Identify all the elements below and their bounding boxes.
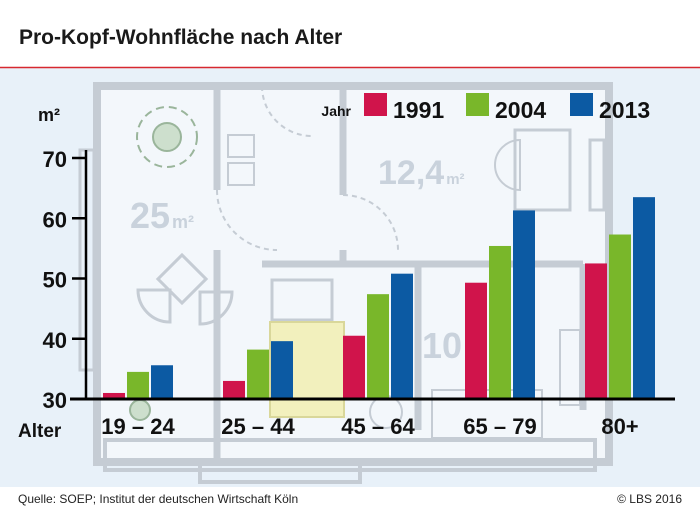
legend-label-1991: 1991 [393, 97, 444, 123]
room-label-bath: 10 [422, 325, 462, 366]
floorplan-armchair [136, 288, 172, 324]
source-note: Quelle: SOEP; Institut der deutschen Wir… [18, 492, 298, 506]
legend-swatch-1991 [364, 93, 387, 116]
floorplan-cabinet [227, 134, 255, 158]
floorplan-window-bay [198, 460, 362, 484]
x-axis-label: Alter [18, 421, 62, 442]
x-tick-label: 19 – 24 [101, 414, 175, 439]
bar-2004-1 [247, 349, 269, 399]
floorplan-door-swing [216, 189, 278, 251]
floorplan-plant-icon [136, 106, 198, 168]
y-tick-label: 70 [43, 147, 67, 172]
bar-2013-1 [271, 341, 293, 399]
legend-swatch-2013 [570, 93, 593, 116]
legend-swatch-2004 [466, 93, 489, 116]
floorplan-chair [494, 138, 521, 192]
bar-2004-0 [127, 371, 149, 399]
bar-2004-3 [489, 245, 511, 399]
floorplan-window [588, 138, 606, 212]
floorplan-door-swing [342, 194, 399, 251]
bar-2004-4 [609, 234, 631, 399]
floorplan-desk [513, 128, 572, 212]
bar-1991-1 [223, 380, 245, 399]
bar-2013-0 [151, 365, 173, 399]
bar-2004-2 [367, 294, 389, 399]
legend-title: Jahr [321, 103, 351, 119]
y-axis-label: m² [38, 105, 60, 125]
y-tick-label: 40 [43, 328, 67, 353]
x-tick-label: 65 – 79 [463, 414, 536, 439]
header-background [0, 0, 700, 67]
y-tick-label: 30 [43, 388, 67, 413]
chart-title: Pro-Kopf-Wohnfläche nach Alter [19, 26, 342, 49]
room-label-study: 12,4 m² [378, 154, 465, 192]
bar-2013-2 [391, 273, 413, 399]
legend-label-2004: 2004 [495, 97, 546, 123]
x-axis: 19 – 24 25 – 44 45 – 64 65 – 79 80+ [101, 414, 638, 439]
y-tick-label: 50 [43, 268, 67, 293]
bar-series-group [103, 197, 655, 399]
legend-label-2013: 2013 [599, 97, 650, 123]
bar-2013-3 [513, 210, 535, 399]
floorplan-balcony [103, 438, 597, 472]
room-label-living: 25 m² [130, 195, 194, 236]
bar-1991-0 [103, 392, 125, 399]
bar-1991-4 [585, 263, 607, 399]
floorplan-door-swing [261, 85, 313, 137]
floorplan-cabinet [227, 162, 255, 186]
floorplan-armchair [198, 290, 234, 326]
legend: Jahr 1991 2004 2013 [321, 93, 650, 123]
x-tick-label: 25 – 44 [221, 414, 295, 439]
bar-1991-3 [465, 282, 487, 399]
bar-1991-2 [343, 335, 365, 399]
x-tick-label: 45 – 64 [341, 414, 415, 439]
x-tick-label: 80+ [601, 414, 638, 439]
floorplan-bed-pillow [270, 278, 334, 322]
floorplan-plant-icon [152, 122, 182, 152]
copyright-note: © LBS 2016 [617, 492, 682, 506]
footer-background [0, 487, 700, 523]
bar-2013-4 [633, 197, 655, 399]
floorplan-shelf [559, 329, 581, 406]
y-tick-label: 60 [43, 207, 67, 232]
